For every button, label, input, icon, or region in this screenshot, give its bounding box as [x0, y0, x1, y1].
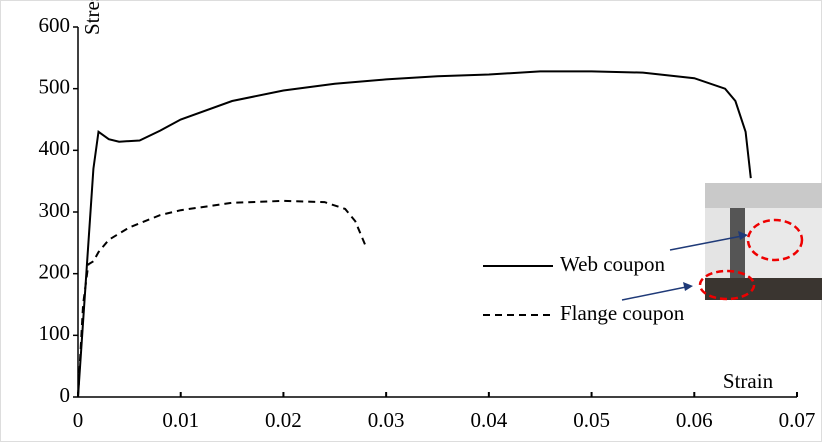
y-tick-label: 200 — [39, 259, 71, 283]
frame — [1, 1, 822, 442]
x-tick-label: 0.07 — [779, 408, 816, 432]
y-tick-label: 0 — [60, 383, 71, 407]
x-axis-label: Strain — [723, 369, 774, 393]
x-tick-label: 0.02 — [265, 408, 302, 432]
y-tick-label: 400 — [39, 136, 71, 160]
data-line — [78, 71, 751, 397]
x-tick-label: 0.03 — [368, 408, 405, 432]
legend-label: Flange coupon — [560, 301, 685, 325]
x-tick-label: 0.05 — [573, 408, 610, 432]
y-tick-label: 600 — [39, 13, 71, 37]
photo — [622, 183, 822, 300]
y-axis-label: Stress MPa — [80, 0, 104, 35]
y-tick-label: 100 — [39, 321, 71, 345]
legend-label: Web coupon — [560, 252, 666, 276]
y-tick-label: 300 — [39, 198, 71, 222]
x-tick-label: 0.01 — [162, 408, 199, 432]
y-tick-label: 500 — [39, 74, 71, 98]
x-tick-label: 0.04 — [470, 408, 507, 432]
chart: 0 100 200 300 400 500 600 0 0.01 0.02 0.03 0.04 0.05… — [0, 0, 822, 442]
data-line — [78, 201, 366, 397]
x-tick-label: 0 — [73, 408, 84, 432]
x-tick-label: 0.06 — [676, 408, 713, 432]
